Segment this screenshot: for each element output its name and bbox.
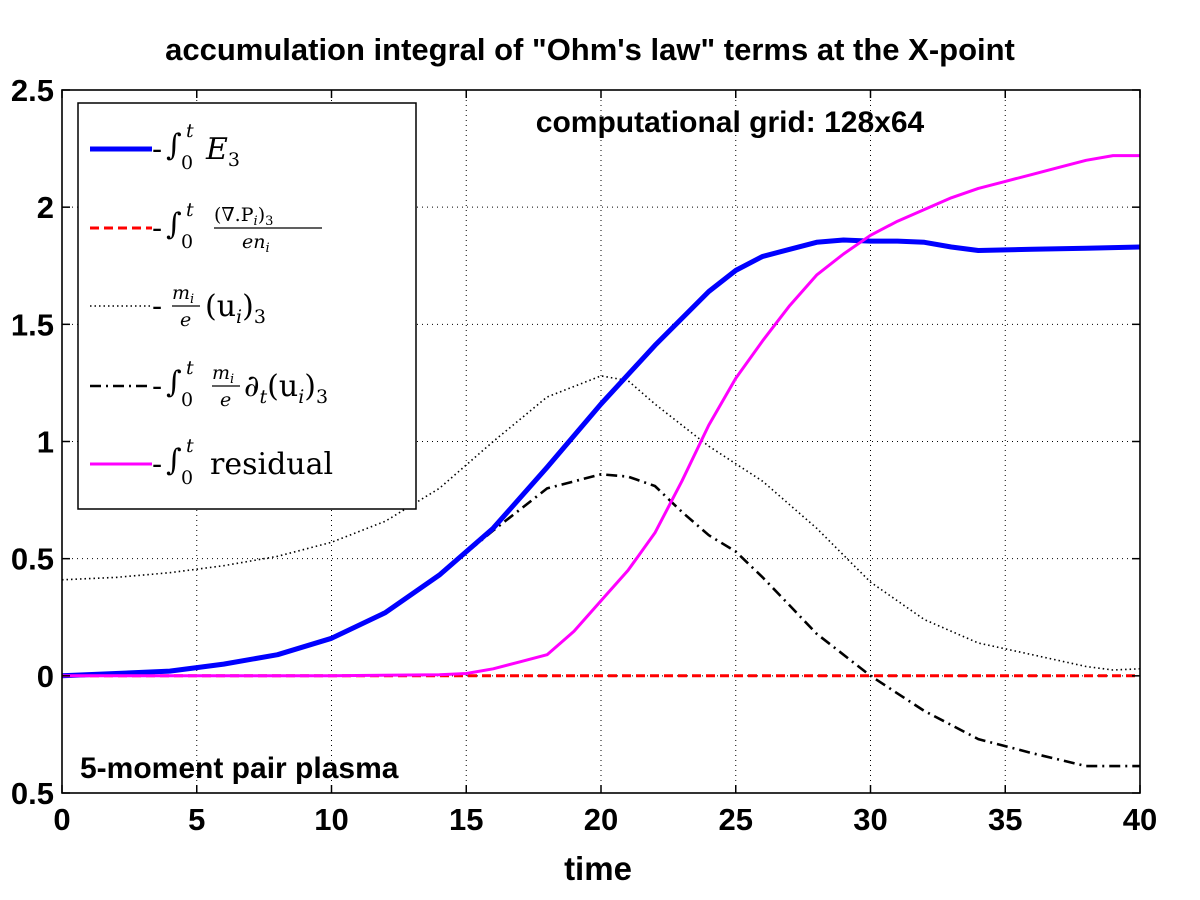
legend-label: ∂t(ui)3 [244, 369, 328, 408]
legend-numerator: (∇.Pi)3 [214, 204, 273, 229]
series-line-4 [62, 154, 1140, 678]
y-tick-label: 1.5 [11, 307, 54, 342]
legend-denominator: e [220, 389, 231, 411]
y-tick-label: 1 [37, 425, 54, 460]
chart-title: accumulation integral of "Ohm's law" ter… [165, 32, 1015, 67]
integral-symbol: ∫ [166, 128, 182, 163]
integral-upper-limit: t [186, 357, 194, 379]
legend-label: residual [210, 447, 333, 482]
legend-denominator: e [180, 309, 191, 331]
legend-numerator: mi [172, 282, 194, 307]
integral-lower-limit: 0 [181, 152, 193, 174]
integral-symbol: ∫ [166, 365, 182, 400]
integral-symbol: ∫ [166, 443, 182, 478]
integral-lower-limit: 0 [181, 467, 193, 489]
legend-label: (ui)3 [205, 289, 266, 328]
integral-upper-limit: t [186, 435, 194, 457]
integral-lower-limit: 0 [181, 231, 193, 253]
legend-box [77, 102, 417, 510]
x-tick-label: 15 [449, 802, 483, 837]
legend-denominator: eni [242, 231, 270, 256]
ticks: 0 5 10 15 20 25 30 35 400.500.511.522.5 [11, 73, 1157, 837]
legend-item-4: - ∫ 0 t residual [90, 435, 333, 489]
legend-prefix: - [152, 132, 162, 167]
annotation-grid: computational grid: 128x64 [536, 106, 925, 139]
x-tick-label: 30 [853, 802, 887, 837]
integral-lower-limit: 0 [181, 389, 193, 411]
integral-upper-limit: t [186, 120, 194, 142]
legend-label: E3 [205, 132, 240, 171]
series-line-2 [61, 375, 1141, 671]
x-tick-label: 20 [584, 802, 618, 837]
x-tick-label: 35 [988, 802, 1022, 837]
x-tick-label: 40 [1123, 802, 1157, 837]
legend-prefix: - [152, 447, 162, 482]
x-tick-label: 0 [53, 802, 70, 837]
legend-numerator: mi [212, 362, 234, 387]
y-tick-label: 2 [37, 190, 54, 225]
x-tick-label: 10 [314, 802, 348, 837]
annotation-plasma: 5-moment pair plasma [80, 752, 399, 785]
series-layer [61, 154, 1141, 768]
integral-upper-limit: t [186, 199, 194, 221]
y-tick-label: 0.5 [11, 776, 54, 811]
series-line-0 [61, 237, 1141, 679]
legend-prefix: - [152, 369, 162, 404]
legend-prefix: - [152, 211, 162, 246]
legend-item-2: - mie (ui)3 [90, 282, 266, 331]
y-tick-label: 2.5 [11, 73, 54, 108]
legend-prefix: - [152, 289, 162, 324]
x-tick-label: 25 [719, 802, 753, 837]
integral-symbol: ∫ [166, 207, 182, 242]
x-axis-label: time [564, 850, 632, 887]
y-tick-label: 0.5 [11, 542, 54, 577]
legend-item-0: - ∫ 0 t E3 [90, 120, 240, 174]
x-tick-label: 5 [188, 802, 205, 837]
legend-item-3: - ∫ 0 t mie ∂t(ui)3 [90, 357, 328, 411]
y-tick-label: 0 [37, 659, 54, 694]
